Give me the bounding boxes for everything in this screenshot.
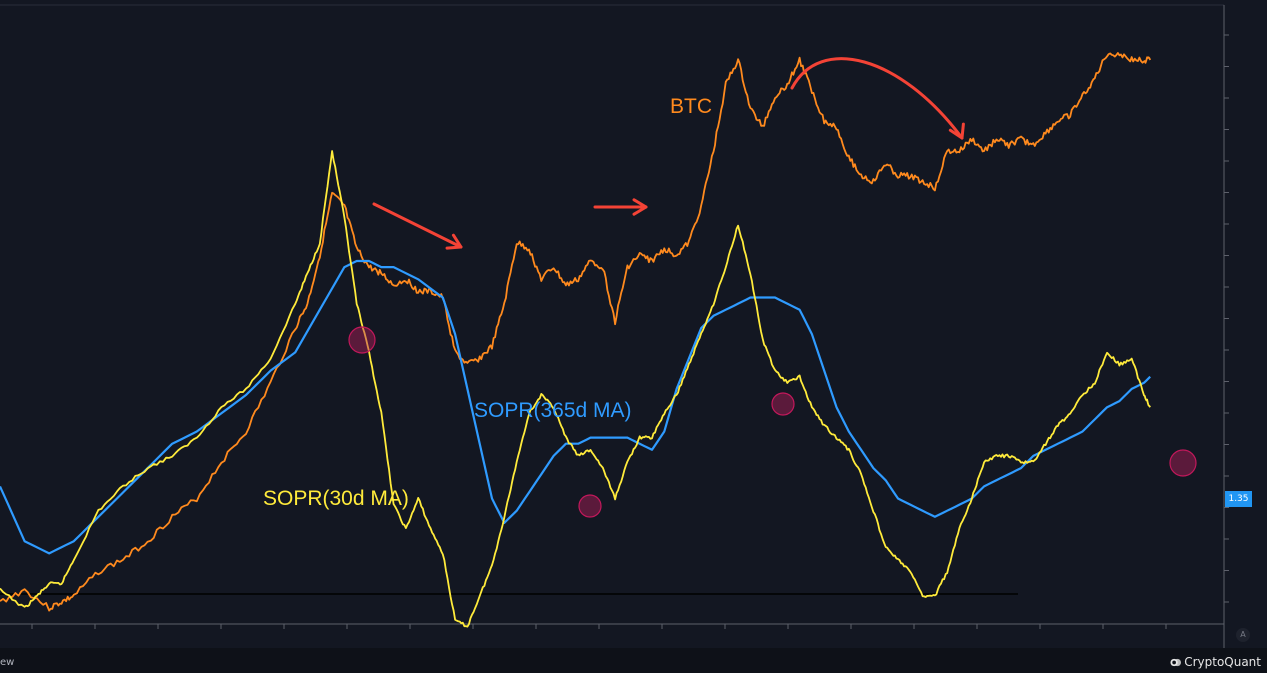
curved-arrow xyxy=(790,57,964,140)
chart-background xyxy=(0,0,1267,648)
brand-name: CryptoQuant xyxy=(1184,655,1261,669)
series-line-1 xyxy=(0,150,1151,628)
btc-label: BTC xyxy=(670,95,712,118)
current-value-tag: 1.35 xyxy=(1225,491,1252,507)
footer-left-text: ew xyxy=(0,657,15,668)
right-arrow-head xyxy=(632,198,648,216)
series-line-2 xyxy=(0,259,1151,555)
sopr-365d-label: SOPR(365d MA) xyxy=(474,399,632,422)
down-arrow-1 xyxy=(372,202,463,249)
crossover-circle xyxy=(771,392,795,416)
series-line-0 xyxy=(0,52,1152,612)
crossover-circle xyxy=(348,326,376,354)
time-axis-ticks xyxy=(31,624,1167,629)
curved-arrow-head xyxy=(948,122,965,140)
brand: CryptoQuant xyxy=(1170,655,1261,669)
auto-scale-button[interactable]: A xyxy=(1236,628,1250,642)
crossover-circle xyxy=(578,494,602,518)
trend-arrows xyxy=(372,57,965,250)
footer-bar xyxy=(0,648,1267,673)
series-layer xyxy=(0,52,1152,628)
cryptoquant-logo-icon xyxy=(1170,658,1182,666)
price-axis-ticks xyxy=(1224,34,1229,603)
crossover-circle xyxy=(1169,449,1197,477)
sopr-30d-label: SOPR(30d MA) xyxy=(263,487,409,510)
crossover-markers xyxy=(348,326,1197,518)
down-arrow-1-head xyxy=(445,233,463,250)
chart-canvas: BTC SOPR(365d MA) SOPR(30d MA) xyxy=(0,0,1267,648)
